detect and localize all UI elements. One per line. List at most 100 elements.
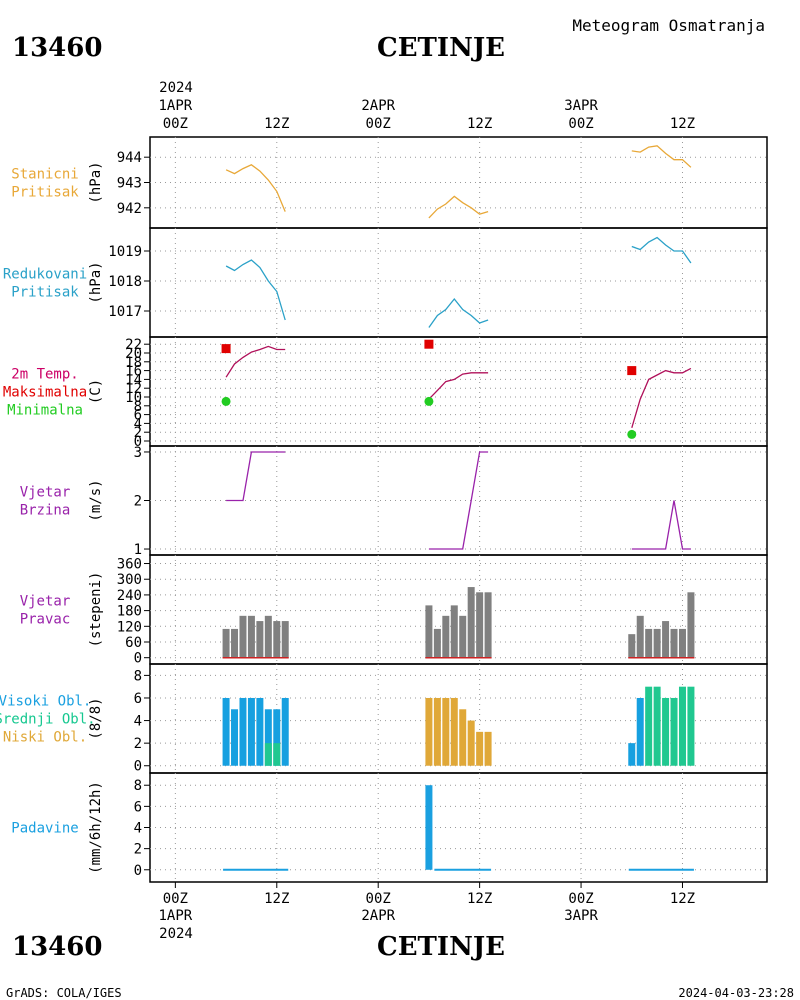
y-tick-label: 8 [134,778,142,794]
bar [273,709,281,766]
bar [450,697,458,766]
series-line [631,145,692,168]
bar [628,743,636,766]
bar [678,628,686,658]
bar [662,621,670,658]
bar [273,621,281,658]
y-axis-label: (m/s) [88,479,104,521]
station-id-bottom: 13460 [12,932,102,962]
day-label-bottom: 2APR [361,908,395,924]
series-line [225,259,286,321]
bar [670,697,678,766]
y-tick-label: 944 [117,150,142,166]
hour-label-top: 00Z [366,116,391,132]
bar [484,592,492,658]
bar [653,628,661,658]
hour-label-top: 00Z [568,116,593,132]
station-name-bottom: CETINJE [377,932,505,962]
max-temp-marker [424,339,434,349]
y-axis-label: (stepeni) [88,572,104,648]
hour-label-bottom: 00Z [568,891,593,907]
y-tick-label: 120 [117,619,142,635]
panel-name-label: Redukovani [3,267,87,283]
series-line [428,195,489,219]
y-tick-label: 2 [134,494,142,510]
hour-label-bottom: 00Z [366,891,391,907]
min-temp-marker [221,396,231,406]
y-tick-label: 2 [134,842,142,858]
bar [433,697,441,766]
panels: 942943944(hPa)StanicniPritisak1017101810… [0,136,768,883]
panel-name-label: Pravac [20,612,71,628]
y-tick-label: 0 [134,759,142,775]
panel-name-label: 2m Temp. [11,367,78,383]
y-tick-label: 0 [134,651,142,667]
bar [247,615,255,658]
min-temp-marker [627,429,637,439]
bar [636,615,644,658]
panel-name-label: Visoki Obl. [0,694,91,710]
panel-1: 942 943 944 (hPa) Stanicni Pritisak [11,136,768,229]
panel-frame [149,336,768,447]
bar [222,628,230,658]
panel-name-label: Pritisak [11,285,79,301]
bar [687,592,695,658]
hour-label-top: 12Z [264,116,289,132]
panel-frame [149,227,768,338]
bar [476,731,484,766]
hour-label-bottom: 12Z [467,891,492,907]
bar [645,628,653,658]
bar [442,615,450,658]
y-axis-label: (hPa) [88,161,104,203]
panel-name-label: Padavine [11,821,78,837]
bar [653,686,661,766]
series-line [226,451,286,502]
bar [467,720,475,766]
bar [476,592,484,658]
bar [222,697,230,766]
y-tick-label: 12 [125,381,142,397]
y-tick-label: 18 [125,355,142,371]
timestamp-text: 2024-04-03-23:28 [678,986,794,1000]
y-tick-label: 360 [117,557,142,573]
y-tick-label: 300 [117,572,142,588]
bar [678,686,686,766]
hour-label-bottom: 12Z [264,891,289,907]
y-tick-label: 10 [125,390,142,406]
bar [264,743,272,766]
panel-name-label: Srednji Obl. [0,712,96,728]
y-axis-label: (C) [88,379,104,404]
product-title: Meteogram Osmatranja [572,16,765,35]
hour-label-top: 12Z [670,116,695,132]
y-tick-label: 240 [117,588,142,604]
bar [484,731,492,766]
y-tick-label: 4 [134,714,142,730]
station-name-top: CETINJE [377,33,505,63]
bar [467,587,475,658]
y-tick-label: 180 [117,604,142,620]
bar [231,709,239,766]
bar [264,709,272,766]
bar [273,743,281,766]
series-line [631,500,691,550]
series-line [225,164,286,212]
series-line [428,297,489,328]
bar [645,686,653,766]
year-top: 2024 [159,80,193,96]
y-tick-label: 6 [134,799,142,815]
y-tick-label: 6 [134,691,142,707]
bar [264,615,272,658]
bar [459,709,467,766]
panel-7: 0 2 4 6 8 (mm/6h/12h) Padavine [11,772,768,883]
panel-name-label: Minimalna [7,403,83,419]
year-bottom: 2024 [159,926,193,942]
y-tick-label: 942 [117,201,142,217]
y-tick-label: 1018 [108,274,142,290]
bar [425,785,433,870]
y-axis-label: (hPa) [88,261,104,303]
bar [231,628,239,658]
bar [239,697,247,766]
hour-label-bottom: 12Z [670,891,695,907]
